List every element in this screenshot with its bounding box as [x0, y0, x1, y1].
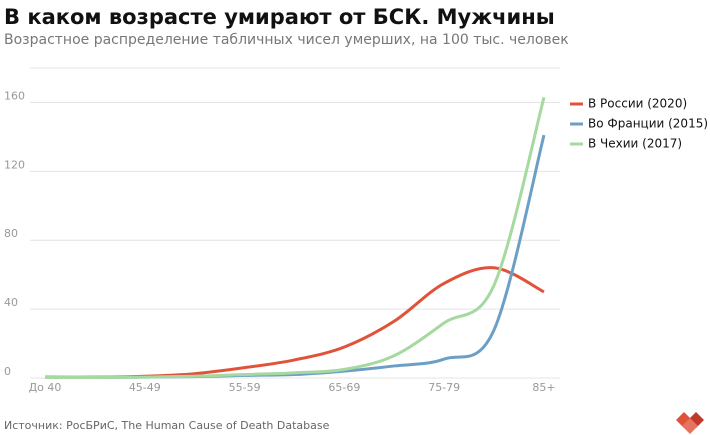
chart-title: В каком возрасте умирают от БСК. Мужчины	[4, 5, 555, 29]
chart-subtitle: Возрастное распределение табличных чисел…	[4, 32, 569, 48]
legend-label: В Чехии (2017)	[588, 137, 682, 151]
legend-label: Во Франции (2015)	[588, 117, 708, 131]
y-tick-label: 40	[4, 296, 18, 309]
legend-label: В России (2020)	[588, 97, 687, 111]
line	[44, 266, 545, 379]
x-tick-label: 55-59	[229, 381, 261, 394]
y-tick-label: 0	[4, 365, 11, 378]
source: Источник: РосБРиС, The Human Cause of De…	[4, 419, 330, 432]
x-tick-label: 75-79	[428, 381, 460, 394]
y-tick-label: 160	[4, 89, 25, 102]
x-tick-label: 65-69	[328, 381, 360, 394]
logo	[676, 412, 704, 434]
y-tick-label: 120	[4, 158, 25, 171]
x-tick-label: 85+	[532, 381, 555, 394]
y-tick-label: 80	[4, 227, 18, 240]
line	[44, 96, 546, 380]
x-tick-label: 45-49	[129, 381, 161, 394]
x-tick-label: До 40	[29, 381, 62, 394]
